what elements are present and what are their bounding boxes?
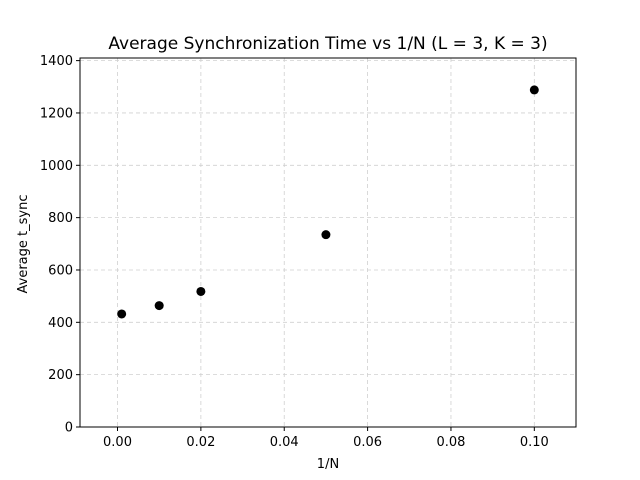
x-tick-label: 0.04 bbox=[270, 435, 299, 450]
y-axis-label: Average t_sync bbox=[16, 195, 31, 294]
y-tick-label: 0 bbox=[65, 421, 73, 436]
x-tick-label: 0.06 bbox=[353, 435, 382, 450]
y-tick-label: 600 bbox=[48, 263, 73, 278]
x-axis-ticks: 0.00 0.02 0.04 0.06 0.08 0.10 bbox=[103, 427, 549, 450]
data-points bbox=[117, 85, 539, 319]
data-point bbox=[529, 85, 539, 95]
plot-frame bbox=[79, 57, 577, 428]
y-tick-label: 200 bbox=[48, 368, 73, 383]
y-tick-label: 1200 bbox=[40, 106, 73, 121]
y-tick-label: 400 bbox=[48, 316, 73, 331]
y-tick-label: 1000 bbox=[40, 159, 73, 174]
data-point bbox=[321, 230, 331, 240]
y-tick-label: 1400 bbox=[40, 54, 73, 69]
data-point bbox=[196, 286, 206, 296]
data-point bbox=[154, 301, 164, 311]
x-axis-label: 1/N bbox=[317, 457, 339, 472]
y-tick-label: 800 bbox=[48, 211, 73, 226]
x-tick-label: 0.10 bbox=[520, 435, 549, 450]
x-tick-label: 0.02 bbox=[186, 435, 215, 450]
x-tick-label: 0.00 bbox=[103, 435, 132, 450]
x-tick-label: 0.08 bbox=[436, 435, 465, 450]
chart-title: Average Synchronization Time vs 1/N (L =… bbox=[108, 34, 547, 54]
data-point bbox=[117, 309, 127, 319]
y-axis-ticks: 0 200 400 600 800 1000 1200 1400 bbox=[40, 54, 80, 436]
